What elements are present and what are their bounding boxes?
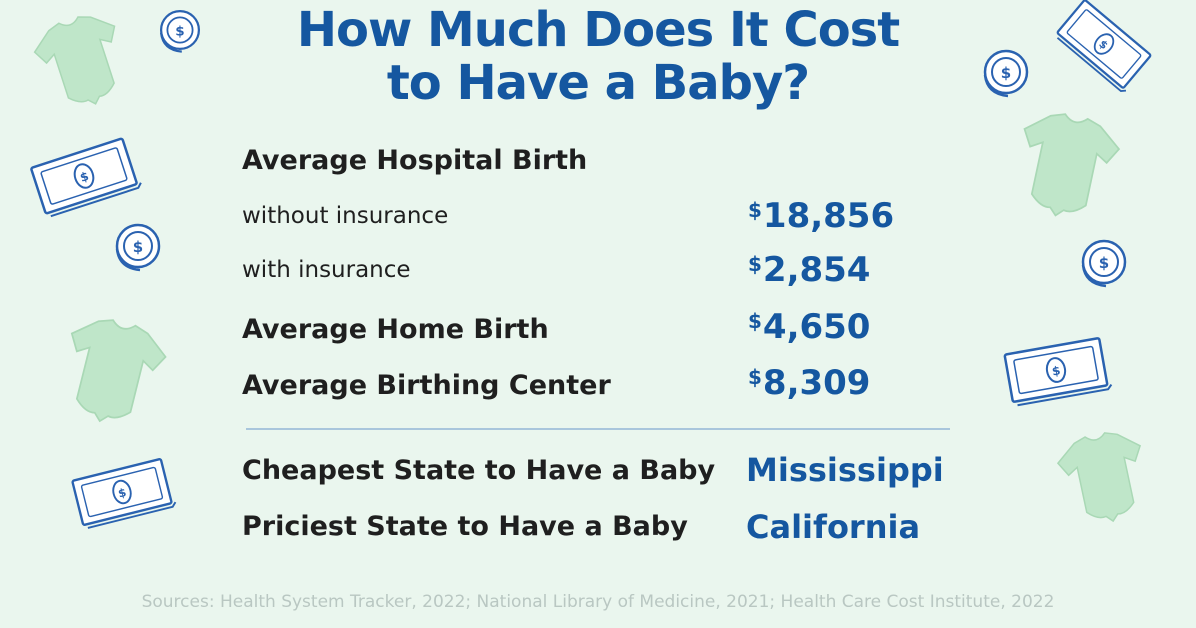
with-insurance-cost: $2,854 bbox=[748, 250, 870, 290]
with-insurance-label: with insurance bbox=[242, 257, 411, 283]
dollar-bill-icon bbox=[71, 456, 178, 531]
coin-icon bbox=[115, 223, 161, 272]
page-title-line-1: How Much Does It Cost bbox=[296, 2, 900, 58]
cost-amount: 8,309 bbox=[762, 363, 871, 403]
page-title-line-2: to Have a Baby? bbox=[386, 55, 810, 111]
sources-footnote: Sources: Health System Tracker, 2022; Na… bbox=[141, 592, 1055, 612]
baby-onesie-icon bbox=[52, 310, 172, 434]
without-insurance-cost: $18,856 bbox=[748, 196, 894, 236]
cost-amount: 18,856 bbox=[762, 196, 895, 236]
currency-symbol: $ bbox=[748, 198, 762, 222]
birthing-center-cost: $8,309 bbox=[748, 363, 870, 403]
priciest-state-value: California bbox=[746, 508, 921, 546]
currency-symbol: $ bbox=[748, 309, 762, 333]
currency-symbol: $ bbox=[748, 365, 762, 389]
cost-amount: 4,650 bbox=[762, 307, 871, 347]
section-divider bbox=[246, 428, 950, 430]
dollar-bill-icon bbox=[29, 135, 144, 219]
without-insurance-label: without insurance bbox=[242, 203, 449, 229]
dollar-bill-icon bbox=[1003, 336, 1114, 408]
hospital-birth-heading: Average Hospital Birth bbox=[242, 145, 588, 176]
baby-onesie-icon bbox=[1053, 425, 1155, 531]
home-birth-label: Average Home Birth bbox=[242, 314, 549, 345]
cost-amount: 2,854 bbox=[762, 250, 871, 290]
currency-symbol: $ bbox=[748, 252, 762, 276]
home-birth-cost: $4,650 bbox=[748, 307, 870, 347]
priciest-state-label: Priciest State to Have a Baby bbox=[242, 511, 688, 542]
coin-icon bbox=[1081, 239, 1127, 288]
cheapest-state-label: Cheapest State to Have a Baby bbox=[242, 455, 716, 486]
birthing-center-label: Average Birthing Center bbox=[242, 370, 611, 401]
baby-onesie-icon bbox=[1007, 105, 1125, 227]
cheapest-state-value: Mississippi bbox=[746, 451, 944, 489]
